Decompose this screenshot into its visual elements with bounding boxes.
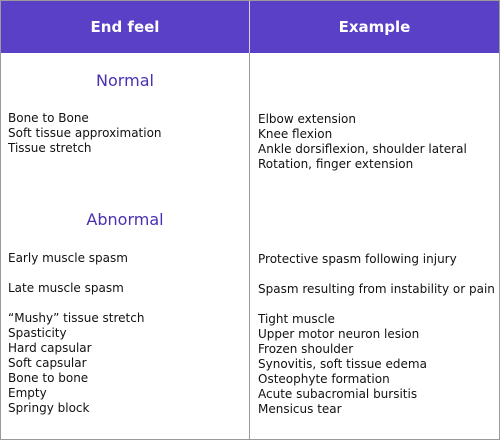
end-feel: Spasticity — [8, 326, 67, 340]
example: Upper motor neuron lesion — [258, 327, 420, 341]
example: Osteophyte formation — [258, 372, 390, 386]
end-feel: Springy block — [8, 401, 90, 415]
end-feel: Early muscle spasm — [8, 251, 128, 265]
example: Knee flexion — [258, 127, 333, 141]
example: Frozen shoulder — [258, 342, 354, 356]
end-feel: Soft capsular — [8, 356, 87, 370]
end-feel: “Mushy” tissue stretch — [8, 311, 145, 325]
example: Rotation, finger extension — [258, 157, 414, 171]
end-feel: Hard capsular — [8, 341, 92, 355]
example: Elbow extension — [258, 112, 357, 126]
table-header: End feel Example — [1, 1, 499, 53]
end-feel: Tissue stretch — [8, 141, 92, 155]
end-feel: Bone to Bone — [8, 111, 89, 125]
section-heading: Abnormal — [86, 210, 164, 229]
example: Ankle dorsiflexion, shoulder lateral — [258, 142, 467, 156]
end-feel: Soft tissue approximation — [8, 126, 162, 140]
header-divider — [249, 1, 250, 53]
column-header: Example — [338, 18, 411, 36]
example: Protective spasm following injury — [258, 252, 457, 266]
end-feel: Empty — [8, 386, 47, 400]
example: Spasm resulting from instability or pain — [258, 282, 495, 296]
end-feel: Late muscle spasm — [8, 281, 124, 295]
column-header: End feel — [90, 18, 160, 36]
example: Mensicus tear — [258, 402, 342, 416]
section-heading: Normal — [96, 71, 154, 90]
example: Acute subacromial bursitis — [258, 387, 418, 401]
end-feel: Bone to bone — [8, 371, 89, 385]
example: Synovitis, soft tissue edema — [258, 357, 427, 371]
example: Tight muscle — [258, 312, 335, 326]
column-divider — [249, 1, 250, 439]
